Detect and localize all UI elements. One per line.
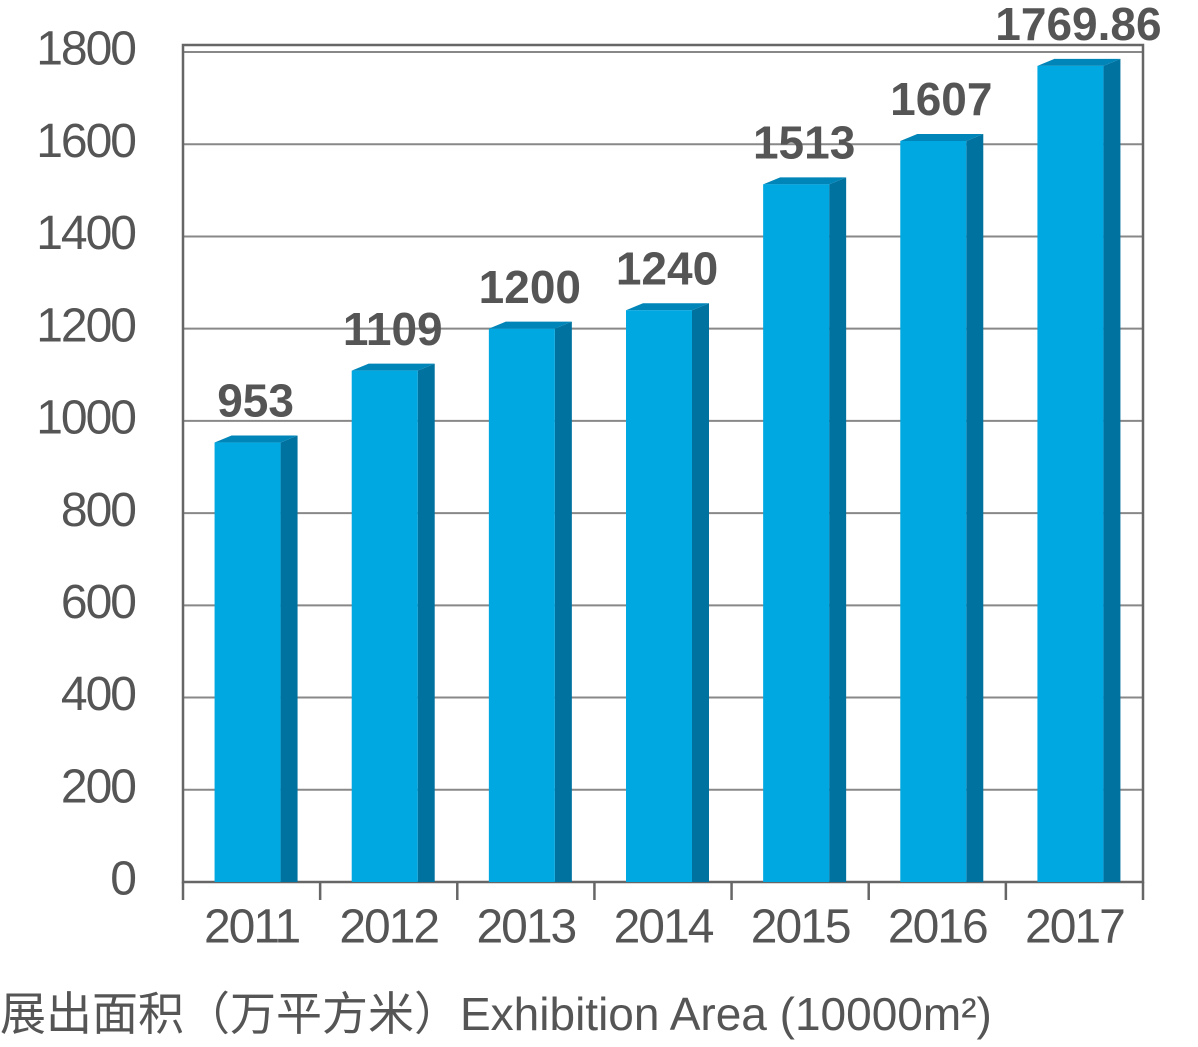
bar-side	[966, 133, 984, 882]
value-label: 953	[217, 375, 294, 427]
value-label: 1109	[343, 303, 443, 355]
y-tick-label: 1800	[36, 23, 135, 76]
bar-top	[351, 363, 435, 371]
y-tick-label: 1000	[36, 392, 135, 445]
x-tick-label: 2012	[339, 901, 438, 954]
bar	[214, 442, 281, 882]
bar-top	[626, 303, 709, 311]
bar	[763, 184, 830, 883]
y-tick-label: 0	[110, 853, 135, 906]
bar-top	[900, 133, 984, 141]
x-tick-label: 2014	[614, 901, 714, 954]
y-tick-label: 1200	[36, 299, 135, 352]
bar-side	[554, 321, 572, 883]
y-tick-label: 200	[61, 760, 135, 813]
bar-side	[417, 363, 435, 882]
bar-top	[763, 177, 847, 185]
bar	[351, 370, 418, 882]
bar-top	[488, 321, 572, 329]
value-label: 1200	[479, 261, 581, 313]
x-axis-label: 展出面积（万平方米）Exhibition Area (10000m²)	[0, 988, 992, 1040]
x-tick-label: 2011	[204, 901, 300, 954]
value-label: 1240	[616, 242, 718, 294]
bar-top	[214, 435, 298, 443]
bar-side	[280, 435, 298, 882]
bar-top	[1037, 58, 1121, 66]
y-tick-label: 1400	[36, 207, 135, 260]
bar-side	[1103, 58, 1121, 882]
x-tick-label: 2016	[888, 901, 987, 954]
value-label: 1513	[753, 116, 855, 168]
bar	[900, 140, 967, 882]
bar-side	[692, 303, 709, 882]
y-tick-label: 800	[61, 484, 135, 537]
value-label: 1607	[890, 73, 992, 125]
x-tick-label: 2013	[476, 901, 575, 954]
value-label: 1769.86	[995, 0, 1161, 50]
bar-side	[829, 177, 847, 883]
y-tick-label: 600	[61, 576, 135, 629]
bar	[1037, 65, 1104, 882]
bar	[488, 328, 555, 883]
y-tick-label: 400	[61, 668, 135, 721]
x-tick-label: 2015	[751, 901, 850, 954]
x-tick-label: 2017	[1025, 901, 1124, 954]
bar	[626, 310, 692, 882]
y-tick-label: 1600	[36, 115, 135, 168]
